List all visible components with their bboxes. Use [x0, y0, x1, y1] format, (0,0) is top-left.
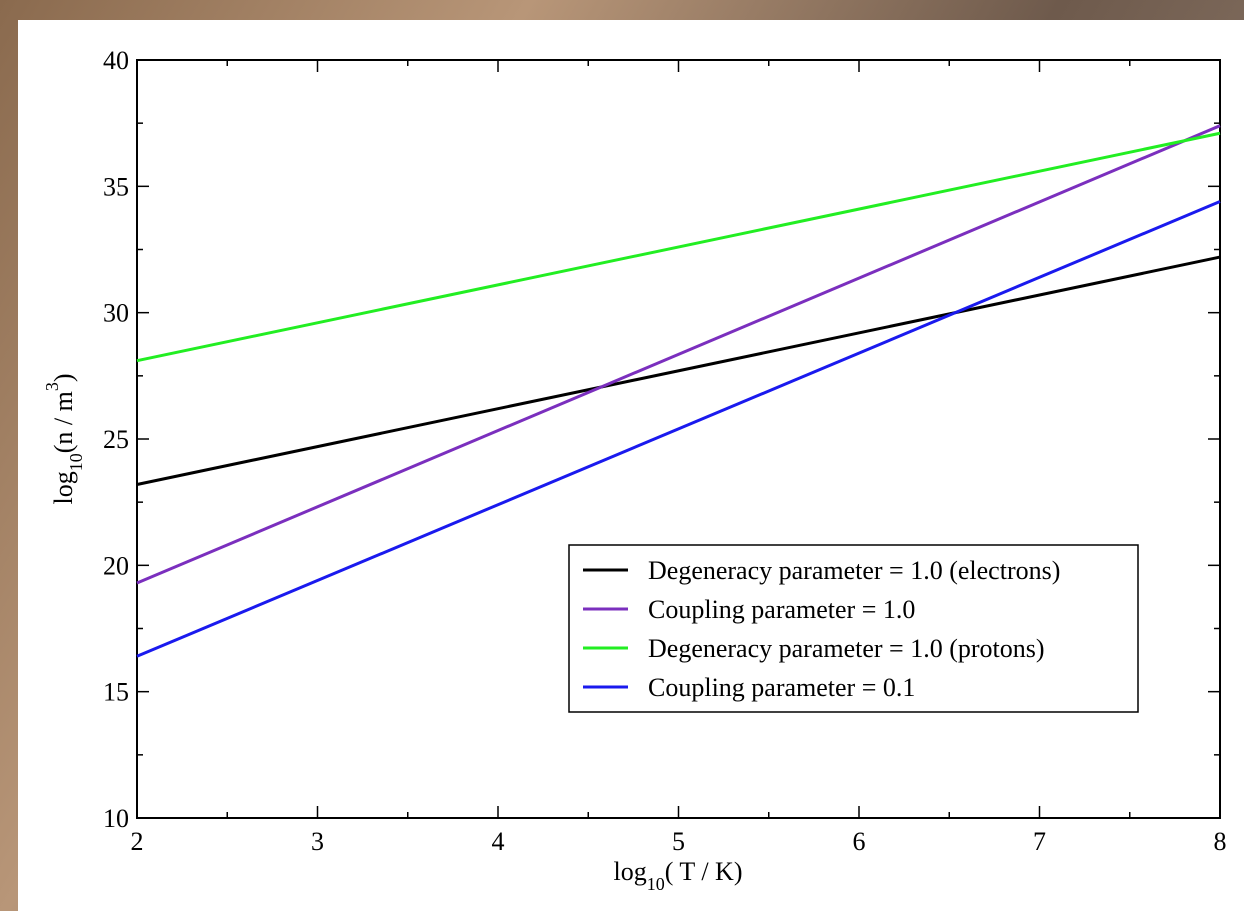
series-line — [136, 124, 1221, 585]
x-axis-label-part: 10 — [647, 874, 665, 894]
y-tick-label: 35 — [103, 172, 129, 201]
x-tick-label: 6 — [853, 827, 866, 856]
legend-box — [568, 544, 1139, 713]
panel — [18, 20, 1244, 911]
y-tick-label: 15 — [103, 678, 129, 707]
y-tick-label: 20 — [103, 551, 129, 580]
series-line — [136, 131, 1221, 363]
y-tick-label: 40 — [103, 46, 129, 75]
legend-label: Coupling parameter = 1.0 — [648, 595, 915, 624]
y-axis-label: log10(n / m3) — [42, 373, 86, 504]
legend-label: Degeneracy parameter = 1.0 (protons) — [648, 634, 1045, 663]
x-tick-label: 8 — [1214, 827, 1227, 856]
y-tick-label: 30 — [103, 299, 129, 328]
x-axis-label: log10( T / K) — [614, 857, 743, 894]
x-axis-label-part: ( T / K) — [665, 857, 743, 886]
y-axis-label-part: ) — [49, 373, 78, 382]
y-axis-label-part: (n / m — [49, 391, 78, 453]
x-tick-label: 5 — [672, 827, 685, 856]
series-line — [136, 200, 1221, 658]
y-axis-label-part: log — [49, 471, 78, 504]
y-axis-label-part: 3 — [42, 382, 62, 391]
y-axis-label-part: 10 — [66, 453, 86, 471]
x-tick-label: 2 — [131, 827, 144, 856]
x-tick-label: 4 — [492, 827, 505, 856]
legend-label: Degeneracy parameter = 1.0 (electrons) — [648, 556, 1060, 585]
legend-label: Coupling parameter = 0.1 — [648, 673, 915, 702]
x-tick-label: 7 — [1033, 827, 1046, 856]
series-line — [136, 255, 1221, 486]
x-axis-label-part: log — [614, 857, 647, 886]
y-tick-label: 10 — [103, 804, 129, 833]
x-tick-label: 3 — [311, 827, 324, 856]
y-tick-label: 25 — [103, 425, 129, 454]
